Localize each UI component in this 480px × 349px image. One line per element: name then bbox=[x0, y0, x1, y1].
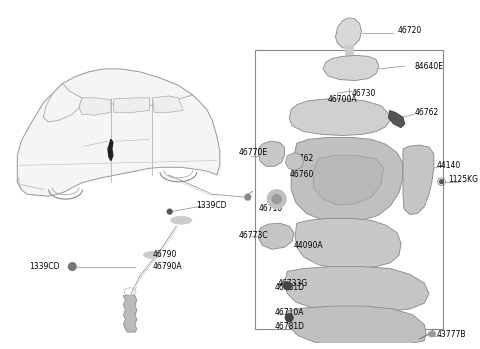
Circle shape bbox=[286, 314, 293, 321]
Polygon shape bbox=[286, 306, 426, 347]
Circle shape bbox=[167, 209, 172, 214]
Text: 84640E: 84640E bbox=[415, 61, 444, 70]
Text: 46700A: 46700A bbox=[328, 95, 358, 104]
Text: 46733G: 46733G bbox=[277, 280, 308, 288]
Polygon shape bbox=[291, 138, 403, 222]
Polygon shape bbox=[258, 141, 284, 166]
Circle shape bbox=[440, 180, 444, 184]
Text: 46781D: 46781D bbox=[275, 322, 305, 331]
Text: 46760C: 46760C bbox=[289, 170, 319, 179]
Text: 46770E: 46770E bbox=[239, 148, 268, 157]
Text: 44090A: 44090A bbox=[294, 241, 324, 250]
Text: 46710A: 46710A bbox=[275, 309, 304, 317]
Polygon shape bbox=[79, 98, 111, 115]
Text: 46762: 46762 bbox=[415, 108, 439, 117]
Polygon shape bbox=[123, 296, 137, 332]
Polygon shape bbox=[114, 98, 149, 112]
Polygon shape bbox=[295, 218, 401, 268]
Circle shape bbox=[272, 194, 281, 204]
Text: 46773C: 46773C bbox=[239, 231, 269, 240]
Circle shape bbox=[267, 190, 287, 209]
Text: 46781D: 46781D bbox=[275, 283, 305, 292]
Polygon shape bbox=[17, 69, 220, 196]
Polygon shape bbox=[323, 55, 379, 81]
Text: 46718: 46718 bbox=[258, 204, 283, 213]
Ellipse shape bbox=[428, 331, 436, 337]
Ellipse shape bbox=[144, 252, 161, 258]
Polygon shape bbox=[108, 139, 113, 161]
Text: 1339CD: 1339CD bbox=[197, 201, 227, 210]
Circle shape bbox=[245, 194, 251, 200]
Text: 1339CD: 1339CD bbox=[29, 262, 60, 271]
Polygon shape bbox=[336, 18, 361, 49]
Text: 46730: 46730 bbox=[352, 89, 376, 97]
Polygon shape bbox=[284, 267, 429, 312]
Polygon shape bbox=[289, 99, 390, 135]
Text: 44140: 44140 bbox=[437, 161, 461, 170]
Text: 46790A: 46790A bbox=[152, 262, 182, 271]
Polygon shape bbox=[403, 145, 434, 215]
Text: 46720: 46720 bbox=[397, 26, 421, 35]
Circle shape bbox=[283, 282, 291, 290]
Bar bbox=[255, 50, 444, 329]
Polygon shape bbox=[313, 156, 384, 205]
Polygon shape bbox=[258, 223, 294, 249]
Text: 46790: 46790 bbox=[152, 251, 177, 260]
Text: 46762: 46762 bbox=[289, 154, 313, 163]
Polygon shape bbox=[388, 110, 405, 128]
Polygon shape bbox=[286, 153, 304, 170]
Circle shape bbox=[69, 263, 76, 270]
Text: 1125KG: 1125KG bbox=[448, 175, 478, 184]
Bar bbox=[345, 45, 353, 57]
Text: 43777B: 43777B bbox=[437, 329, 466, 339]
Polygon shape bbox=[152, 96, 183, 112]
Ellipse shape bbox=[170, 216, 192, 224]
